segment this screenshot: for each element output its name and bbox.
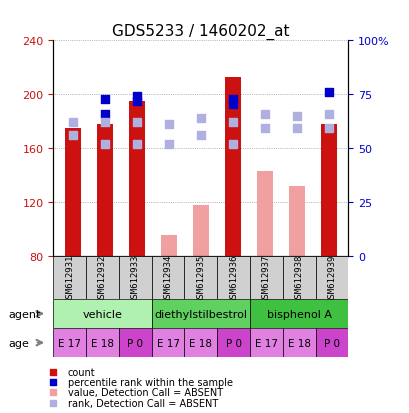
Point <box>197 132 204 138</box>
FancyBboxPatch shape <box>249 328 282 357</box>
Text: percentile rank within the sample: percentile rank within the sample <box>67 377 232 387</box>
Text: E 17: E 17 <box>254 338 277 348</box>
Point <box>229 101 236 108</box>
FancyBboxPatch shape <box>184 328 217 357</box>
Text: E 17: E 17 <box>156 338 179 348</box>
Point <box>69 132 76 138</box>
Point <box>261 111 268 118</box>
Text: rank, Detection Call = ABSENT: rank, Detection Call = ABSENT <box>67 398 217 408</box>
FancyBboxPatch shape <box>282 328 315 357</box>
Point <box>50 399 56 406</box>
Text: GSM612934: GSM612934 <box>163 254 172 302</box>
Bar <box>160 236 176 256</box>
Point <box>261 125 268 132</box>
FancyBboxPatch shape <box>249 256 282 299</box>
Point <box>229 141 236 148</box>
Title: GDS5233 / 1460202_at: GDS5233 / 1460202_at <box>112 24 289 40</box>
Text: GSM612939: GSM612939 <box>327 254 336 302</box>
Text: GSM612935: GSM612935 <box>196 254 205 302</box>
Text: E 18: E 18 <box>189 338 212 348</box>
Text: GSM612938: GSM612938 <box>294 254 303 302</box>
FancyBboxPatch shape <box>249 299 348 328</box>
Point <box>325 90 332 96</box>
Bar <box>64 205 81 256</box>
FancyBboxPatch shape <box>217 328 249 357</box>
Text: diethylstilbestrol: diethylstilbestrol <box>154 309 247 319</box>
Bar <box>288 186 304 256</box>
Bar <box>256 171 272 256</box>
Text: GSM612932: GSM612932 <box>98 254 107 302</box>
Bar <box>128 102 144 256</box>
FancyBboxPatch shape <box>315 328 348 357</box>
Point <box>101 96 108 102</box>
Point <box>133 98 139 105</box>
Point <box>165 141 172 148</box>
FancyBboxPatch shape <box>86 328 119 357</box>
Text: P 0: P 0 <box>323 338 339 348</box>
Point <box>133 141 139 148</box>
Point <box>50 379 56 385</box>
Point <box>229 120 236 126</box>
Point <box>325 111 332 118</box>
Point <box>69 120 76 126</box>
Point <box>50 389 56 396</box>
FancyBboxPatch shape <box>53 328 86 357</box>
Point <box>197 115 204 122</box>
FancyBboxPatch shape <box>53 299 151 328</box>
Point <box>165 122 172 128</box>
FancyBboxPatch shape <box>53 256 86 299</box>
FancyBboxPatch shape <box>151 299 249 328</box>
FancyBboxPatch shape <box>119 256 151 299</box>
FancyBboxPatch shape <box>86 256 119 299</box>
Text: count: count <box>67 367 95 377</box>
Text: GSM612937: GSM612937 <box>261 254 270 302</box>
Text: bisphenol A: bisphenol A <box>266 309 331 319</box>
Point <box>50 368 56 375</box>
Point <box>101 112 108 119</box>
Text: E 18: E 18 <box>287 338 310 348</box>
Text: E 18: E 18 <box>91 338 114 348</box>
Text: GSM612933: GSM612933 <box>130 254 139 302</box>
Bar <box>225 102 240 256</box>
FancyBboxPatch shape <box>151 256 184 299</box>
Point <box>133 120 139 126</box>
FancyBboxPatch shape <box>184 256 217 299</box>
Text: GSM612936: GSM612936 <box>229 254 238 302</box>
FancyBboxPatch shape <box>119 328 151 357</box>
FancyBboxPatch shape <box>217 256 249 299</box>
Point <box>101 120 108 126</box>
Point <box>293 113 300 120</box>
FancyBboxPatch shape <box>315 256 348 299</box>
FancyBboxPatch shape <box>282 256 315 299</box>
Text: E 17: E 17 <box>58 338 81 348</box>
Text: agent: agent <box>8 309 40 319</box>
Bar <box>320 124 337 256</box>
Point <box>325 125 332 132</box>
Text: age: age <box>8 338 29 348</box>
Point <box>101 141 108 148</box>
Bar <box>225 78 240 256</box>
Text: P 0: P 0 <box>225 338 241 348</box>
Point <box>293 125 300 132</box>
Text: GSM612931: GSM612931 <box>65 254 74 302</box>
Bar <box>192 205 209 256</box>
Text: vehicle: vehicle <box>82 309 122 319</box>
Point <box>229 96 236 102</box>
FancyBboxPatch shape <box>151 328 184 357</box>
Point <box>133 94 139 100</box>
Text: value, Detection Call = ABSENT: value, Detection Call = ABSENT <box>67 387 222 397</box>
Text: P 0: P 0 <box>127 338 143 348</box>
Bar <box>64 128 81 256</box>
Bar <box>97 124 112 256</box>
